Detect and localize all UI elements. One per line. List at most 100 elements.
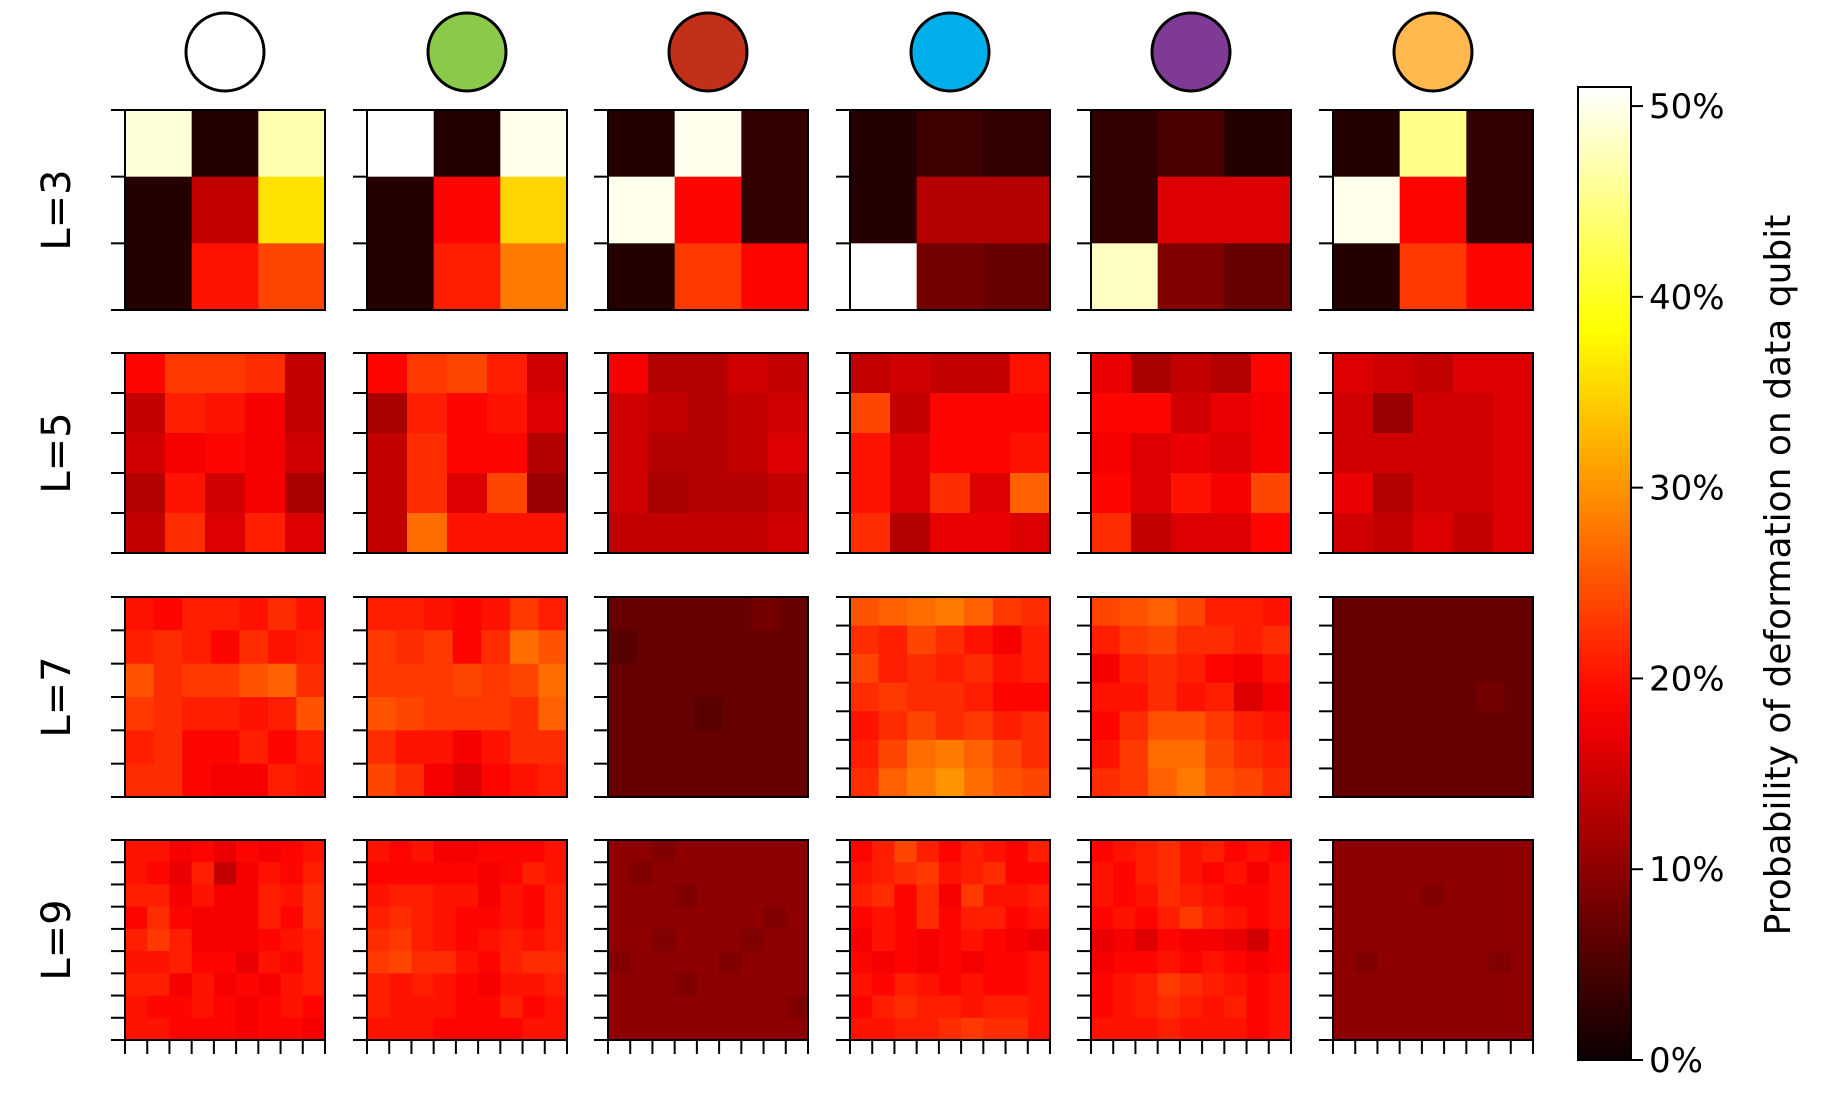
heatmap-cell xyxy=(1447,711,1477,741)
heatmap-cell xyxy=(487,513,528,554)
heatmap-cell xyxy=(213,995,237,1019)
heatmap-cell xyxy=(239,630,269,665)
panel-frame xyxy=(366,109,568,311)
heatmap-cell xyxy=(1113,906,1137,930)
heatmap-cell xyxy=(878,768,908,798)
heatmap-cell xyxy=(1171,393,1212,434)
heatmap-cell xyxy=(1262,739,1292,770)
heatmap-cell xyxy=(191,973,215,997)
heatmap-cell xyxy=(850,1017,873,1041)
heatmap-cell xyxy=(125,840,148,863)
heatmap-cell xyxy=(367,906,390,930)
heatmap-cell xyxy=(236,973,259,997)
heatmap-cell xyxy=(1373,353,1414,394)
heatmap-cell xyxy=(1176,597,1206,627)
heatmap-cell xyxy=(850,951,873,974)
heatmap-cell xyxy=(125,597,155,631)
heatmap-cell xyxy=(1171,513,1212,554)
heatmap-cell xyxy=(930,353,971,394)
heatmap-cell xyxy=(992,597,1023,627)
panel-frame xyxy=(607,109,809,311)
heatmap-cell xyxy=(125,243,193,311)
heatmap-cell xyxy=(285,513,326,554)
heatmap-cell xyxy=(1119,597,1149,627)
heatmap-cell xyxy=(894,862,918,886)
heatmap-cell xyxy=(153,597,183,631)
heatmap-cell xyxy=(478,862,501,886)
heatmap-cell xyxy=(191,884,215,908)
heatmap-cell xyxy=(1466,973,1490,997)
heatmap-cell xyxy=(1091,393,1132,434)
heatmap-panel xyxy=(353,596,568,798)
heatmap-cell xyxy=(1005,995,1029,1019)
heatmap-cell xyxy=(280,1017,304,1041)
heatmap-cell xyxy=(1399,928,1423,952)
heatmap-cell xyxy=(411,840,435,863)
heatmap-cell xyxy=(983,840,1007,863)
heatmap-cell xyxy=(608,597,638,631)
heatmap-cell xyxy=(652,840,676,863)
heatmap-cell xyxy=(872,906,896,930)
colorbar-gradient xyxy=(1577,86,1632,1061)
heatmap-cell xyxy=(1377,906,1401,930)
heatmap-cell xyxy=(1488,973,1512,997)
heatmap-cell xyxy=(1504,739,1534,770)
heatmap-cell xyxy=(1488,906,1512,930)
heatmap-cell xyxy=(916,243,984,311)
heatmap-cell xyxy=(1510,928,1534,952)
heatmap-cell xyxy=(741,243,809,311)
heatmap-cell xyxy=(1246,995,1270,1019)
heatmap-cell xyxy=(411,995,435,1019)
heatmap-cell xyxy=(236,928,259,952)
heatmap-cell xyxy=(213,884,237,908)
heatmap-cell xyxy=(696,906,720,930)
heatmap-cell xyxy=(983,243,1051,311)
heatmap-cell xyxy=(608,473,649,514)
heatmap-cell xyxy=(544,995,568,1019)
heatmap-cell xyxy=(688,473,729,514)
heatmap-cell xyxy=(722,697,752,731)
heatmap-cell xyxy=(1510,906,1534,930)
heatmap-cell xyxy=(763,906,787,930)
column-marker-3 xyxy=(667,11,749,93)
heatmap-cell xyxy=(608,393,649,434)
heatmap-cell xyxy=(938,840,962,863)
heatmap-cell xyxy=(1211,513,1252,554)
heatmap-cell xyxy=(750,730,781,765)
heatmap-cell xyxy=(608,840,631,863)
heatmap-cell xyxy=(367,697,397,731)
heatmap-cell xyxy=(1355,951,1379,974)
heatmap-cell xyxy=(1333,393,1374,434)
heatmap-cell xyxy=(1010,353,1051,394)
heatmap-cell xyxy=(447,393,488,434)
heatmap-cell xyxy=(481,697,511,731)
heatmap-cell xyxy=(1131,473,1172,514)
heatmap-cell xyxy=(544,840,568,863)
heatmap-cell xyxy=(411,1017,435,1041)
heatmap-cell xyxy=(296,663,326,698)
heatmap-cell xyxy=(785,884,809,908)
heatmap-cell xyxy=(763,928,787,952)
heatmap-cell xyxy=(1377,862,1401,886)
heatmap-cell xyxy=(1333,768,1363,798)
heatmap-cell xyxy=(652,995,676,1019)
heatmap-cell xyxy=(1131,513,1172,554)
heatmap-cell xyxy=(125,862,148,886)
heatmap-cell xyxy=(213,840,237,863)
heatmap-cell xyxy=(191,862,215,886)
heatmap-cell xyxy=(285,353,326,394)
heatmap-cell xyxy=(763,884,787,908)
heatmap-cell xyxy=(1333,473,1374,514)
heatmap-cell xyxy=(1205,625,1235,655)
heatmap-panel xyxy=(353,352,568,554)
heatmap-cell xyxy=(763,995,787,1019)
heatmap-cell xyxy=(1202,1017,1225,1041)
heatmap-cell xyxy=(1418,654,1448,684)
heatmap-cell xyxy=(1373,393,1414,434)
heatmap-cell xyxy=(258,928,282,952)
heatmap-cell xyxy=(1466,884,1490,908)
heatmap-cell xyxy=(665,697,695,731)
row-label-3: L=7 xyxy=(34,656,80,737)
heatmap-panel xyxy=(1319,839,1534,1054)
heatmap-cell xyxy=(964,768,994,798)
